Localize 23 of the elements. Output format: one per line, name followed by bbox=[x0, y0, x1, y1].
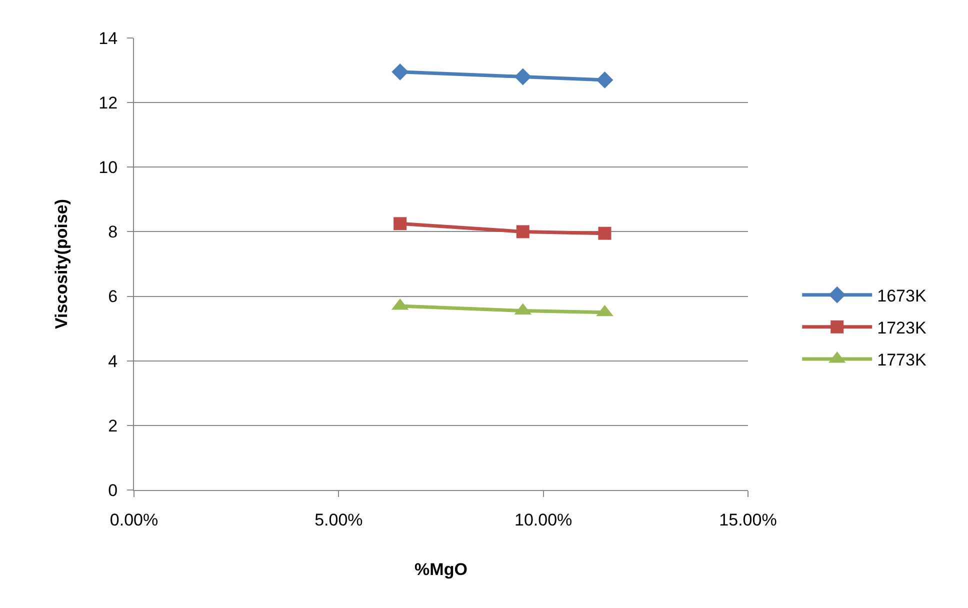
point bbox=[596, 72, 614, 88]
y-tick-label: 6 bbox=[108, 287, 118, 306]
point bbox=[392, 63, 409, 80]
legend-label: 1673K bbox=[877, 286, 927, 306]
legend-label: 1723K bbox=[877, 318, 927, 338]
x-axis-title: %MgO bbox=[414, 560, 468, 579]
y-tick-label: 12 bbox=[98, 94, 118, 113]
y-tick-label: 4 bbox=[108, 352, 118, 371]
point bbox=[598, 226, 612, 240]
y-axis-title: Viscosity(poise) bbox=[52, 198, 72, 330]
point bbox=[394, 217, 407, 230]
y-tick-label: 2 bbox=[108, 416, 118, 436]
point bbox=[514, 68, 532, 86]
x-tick-label: 0.00% bbox=[110, 510, 158, 530]
point bbox=[516, 225, 530, 238]
y-tick-label: 0 bbox=[108, 480, 118, 500]
legend-label: 1773K bbox=[877, 350, 927, 370]
x-tick-label: 10.00% bbox=[514, 510, 572, 530]
x-tick-label: 5.00% bbox=[314, 510, 363, 530]
y-tick-label: 14 bbox=[98, 28, 118, 48]
x-tick-label: 15.00% bbox=[719, 510, 777, 530]
y-tick-label: 8 bbox=[108, 222, 118, 242]
y-tick-label: 10 bbox=[98, 158, 118, 178]
